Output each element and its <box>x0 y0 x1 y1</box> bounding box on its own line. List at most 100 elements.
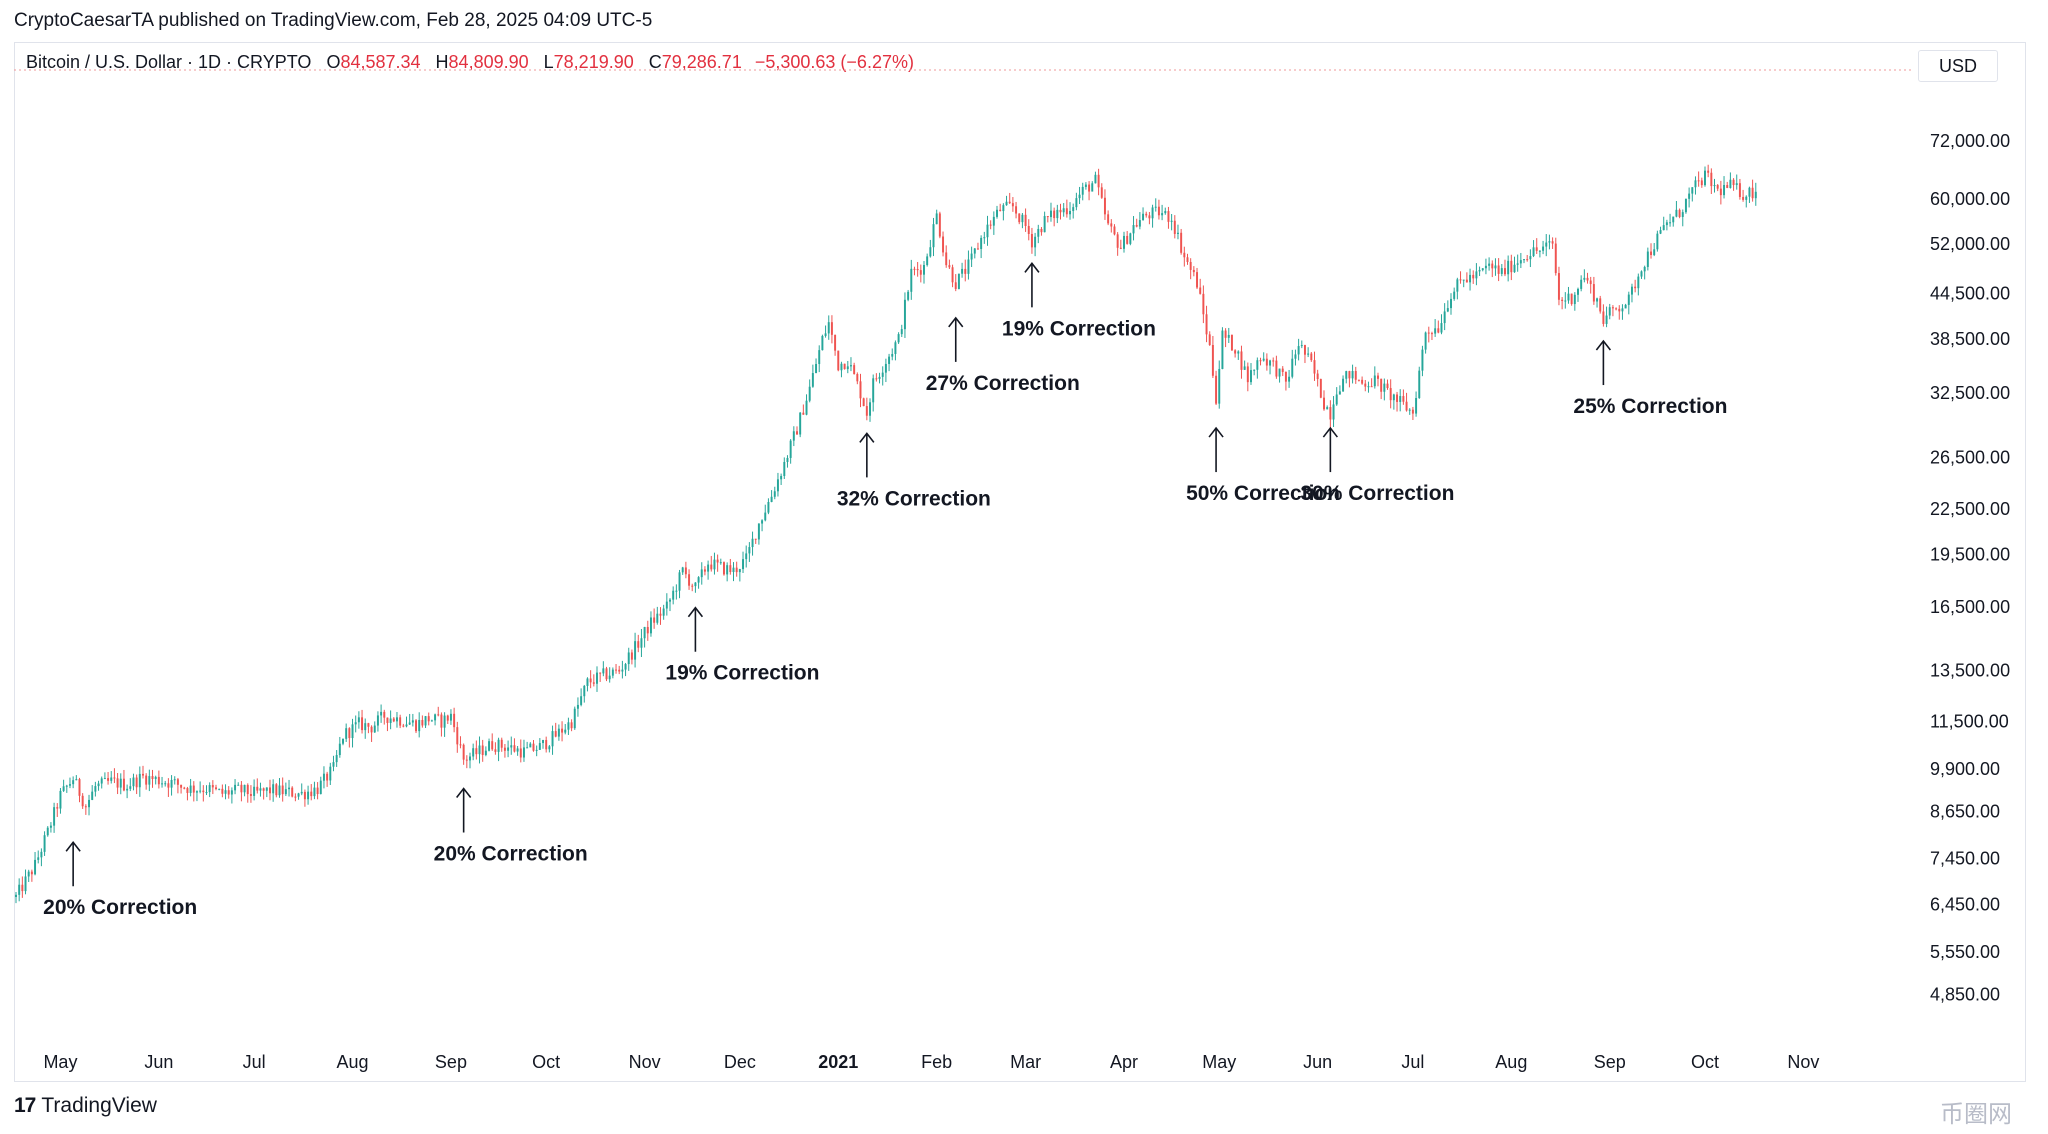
candle-body <box>1005 201 1008 206</box>
candle-body <box>43 835 46 852</box>
candle-body <box>1526 259 1529 261</box>
candle-body <box>484 750 487 755</box>
candle-body <box>65 785 68 787</box>
candle-body <box>675 590 678 592</box>
candle-body <box>1535 247 1538 251</box>
candle-body <box>491 741 494 750</box>
candle-body <box>608 675 611 680</box>
candle-body <box>1602 311 1605 324</box>
candle-body <box>923 264 925 275</box>
candle-body <box>605 668 608 680</box>
candle-body <box>434 714 437 721</box>
candle-body <box>1618 308 1621 312</box>
y-tick-label: 7,450.00 <box>1930 849 2000 869</box>
candle-body <box>932 224 935 248</box>
candle-body <box>259 788 262 791</box>
candle-body <box>1396 394 1399 402</box>
tradingview-logo[interactable]: 17 TradingView <box>14 1094 157 1118</box>
candle-body <box>1481 268 1484 271</box>
y-tick-label: 32,500.00 <box>1930 383 2010 403</box>
candle-body <box>1681 212 1684 217</box>
candle-body <box>278 785 281 796</box>
candle-body <box>316 787 319 795</box>
candle-body <box>1583 277 1586 280</box>
candle-body <box>1323 397 1325 410</box>
candle-body <box>1446 308 1449 312</box>
candle-body <box>424 716 427 726</box>
candle-body <box>640 638 643 648</box>
legend-symbol[interactable]: Bitcoin / U.S. Dollar · 1D · CRYPTO <box>26 52 312 72</box>
candle-body <box>151 776 154 780</box>
candle-body <box>62 786 65 791</box>
candle-body <box>157 776 160 785</box>
candle-body <box>1281 368 1284 372</box>
candle-body <box>840 363 843 371</box>
candle-body <box>199 790 202 792</box>
annotation-arrow-head <box>65 840 81 852</box>
candle-body <box>1592 284 1595 302</box>
candle-body <box>224 790 227 794</box>
candle-body <box>348 728 351 739</box>
candle-body <box>1484 265 1487 269</box>
candle-body <box>1313 360 1316 374</box>
candle-body <box>265 787 268 791</box>
candle-body <box>951 267 954 283</box>
candle-body <box>1589 280 1592 285</box>
candle-body <box>503 747 506 751</box>
candle-body <box>481 745 484 755</box>
candle-body <box>246 784 249 795</box>
candle-body <box>732 567 735 573</box>
candle-body <box>189 785 192 793</box>
candle-body <box>1697 180 1700 182</box>
candle-body <box>449 713 452 721</box>
candle-body <box>459 744 462 746</box>
legend-low-value: 78,219.90 <box>553 52 634 72</box>
candle-body <box>1132 225 1135 234</box>
candle-body <box>1554 243 1557 274</box>
candle-body <box>859 381 862 399</box>
candle-body <box>1180 232 1183 253</box>
candle-body <box>1088 184 1091 192</box>
candle-body <box>119 778 122 788</box>
candle-body <box>1046 216 1049 218</box>
candle-body <box>719 562 722 564</box>
candle-body <box>1259 360 1262 362</box>
candle-body <box>1392 394 1395 401</box>
candle-body <box>1040 228 1043 233</box>
annotation-label: 50% Correction <box>1186 482 1340 505</box>
candle-body <box>564 729 567 733</box>
candle-body <box>1361 379 1364 384</box>
candle-body <box>1529 256 1532 260</box>
x-tick-label: Jul <box>1401 1052 1424 1072</box>
candle-body <box>72 780 75 785</box>
candle-body <box>1494 265 1497 269</box>
candle-body <box>1250 370 1252 383</box>
candle-body <box>703 569 706 572</box>
candle-body <box>878 376 881 379</box>
candle-body <box>1018 213 1021 223</box>
candle-body <box>1637 276 1640 289</box>
candle-body <box>1027 225 1030 234</box>
candle-body <box>469 756 471 761</box>
candle-body <box>1450 298 1452 309</box>
candle-body <box>1183 252 1186 258</box>
candle-body <box>361 717 364 731</box>
candle-body <box>1567 293 1570 301</box>
tradingview-logo-icon: 17 <box>14 1094 36 1117</box>
candle-body <box>107 778 110 781</box>
candle-body <box>935 213 938 225</box>
candle-body <box>322 773 325 781</box>
candle-body <box>380 711 383 716</box>
candle-body <box>1253 369 1256 371</box>
y-tick-label: 52,000.00 <box>1930 234 2010 254</box>
currency-button[interactable]: USD <box>1918 50 1998 82</box>
candle-body <box>789 440 792 458</box>
candle-body <box>294 796 297 798</box>
candle-body <box>418 719 421 732</box>
candle-body <box>1059 209 1062 213</box>
candle-body <box>1303 345 1306 355</box>
candle-body <box>208 785 211 793</box>
candle-body <box>726 565 729 575</box>
candle-body <box>1091 183 1094 192</box>
